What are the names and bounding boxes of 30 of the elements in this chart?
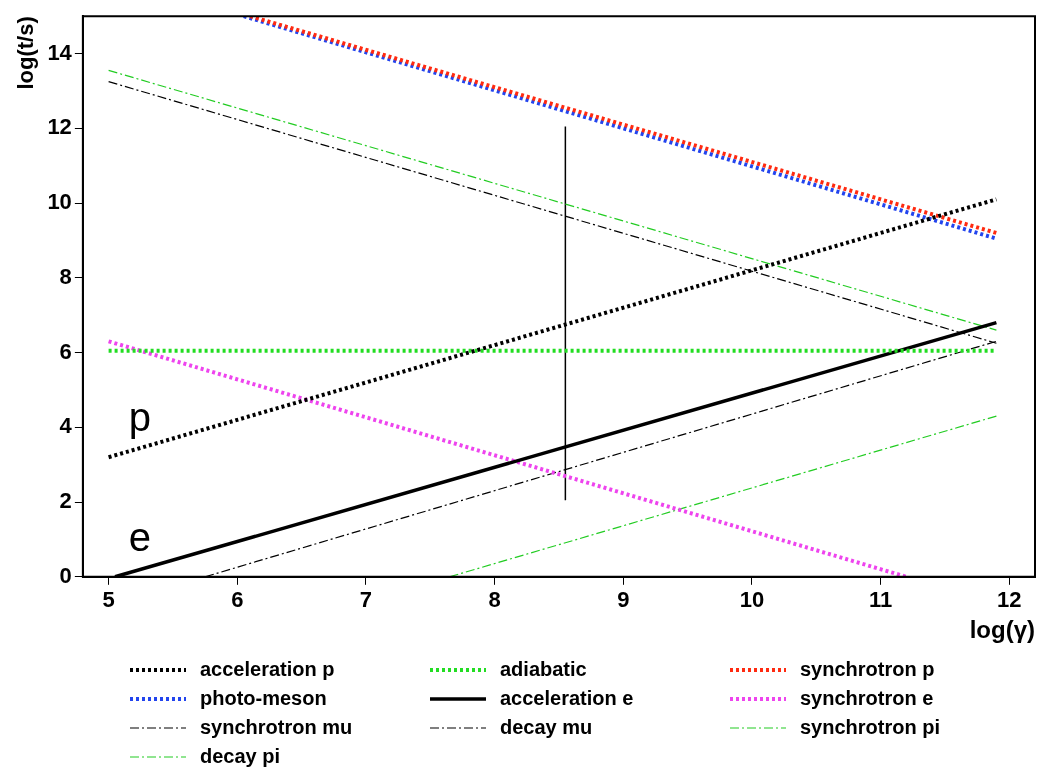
legend-label: synchrotron e xyxy=(800,687,934,710)
x-tick-label: 12 xyxy=(997,587,1022,613)
legend-label: decay pi xyxy=(200,745,281,768)
x-tick-label: 8 xyxy=(488,587,501,613)
y-tick-label: 0 xyxy=(59,562,72,588)
y-tick-label: 2 xyxy=(59,488,72,514)
x-tick-label: 7 xyxy=(359,587,373,613)
x-axis-title: log(γ) xyxy=(969,616,1035,644)
legend-label: synchrotron pi xyxy=(800,716,941,739)
x-tick-label: 11 xyxy=(868,587,893,613)
y-tick-label: 4 xyxy=(59,413,73,439)
legend-label: synchrotron p xyxy=(800,658,935,681)
y-tick-label: 12 xyxy=(47,114,72,140)
legend-label: decay mu xyxy=(500,716,593,739)
y-tick-label: 14 xyxy=(47,39,73,65)
x-tick-label: 9 xyxy=(617,587,630,613)
x-tick-label: 10 xyxy=(739,587,765,613)
y-tick-label: 6 xyxy=(59,338,72,364)
legend-label: photo-meson xyxy=(200,687,327,710)
legend-label: acceleration e xyxy=(500,687,634,710)
annotation: e xyxy=(128,515,152,560)
y-axis-title: log(t/s) xyxy=(13,16,39,90)
annotation: p xyxy=(128,394,152,439)
legend-label: acceleration p xyxy=(200,658,335,681)
legend-label: synchrotron mu xyxy=(200,716,353,739)
y-tick-label: 8 xyxy=(59,263,72,289)
x-tick-label: 6 xyxy=(231,587,244,613)
x-tick-label: 5 xyxy=(102,587,115,613)
y-tick-label: 10 xyxy=(47,189,72,215)
legend-label: adiabatic xyxy=(500,658,587,681)
